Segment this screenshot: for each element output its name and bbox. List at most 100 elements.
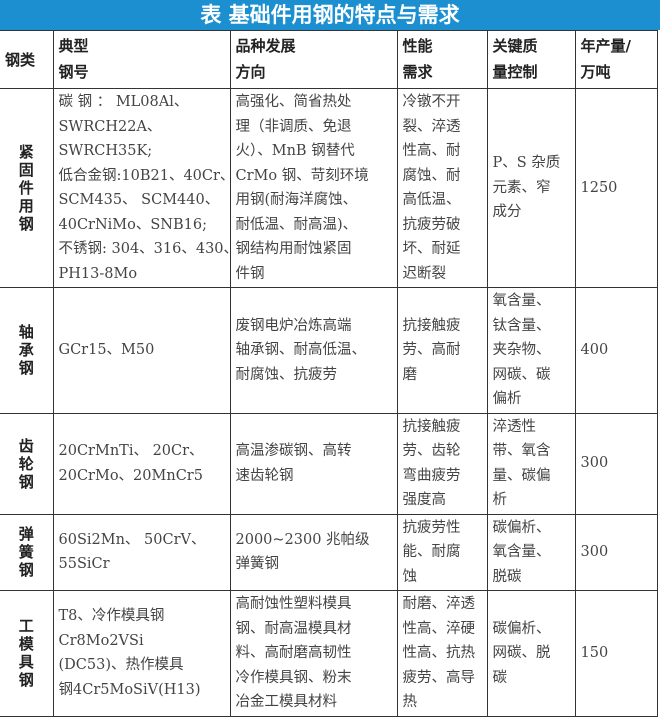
header-text: 需求 [402,63,433,81]
cell-line: 劳、齿轮 [402,443,461,459]
cell-line: 钢、耐高温模具材 [235,620,352,637]
cell-line: 抗疲劳破 [402,216,461,233]
category-cell: 弹簧钢 [0,513,54,591]
output-cell: 1250 [574,88,658,288]
cell-line: 60Si2Mn、 50CrV、 [58,531,206,548]
header-text: 年产量/ [580,37,631,55]
header-text: 品种发展 [235,37,296,55]
cell-line: 2000~2300 兆帕级 [235,531,370,548]
direction-cell: 2000~2300 兆帕级 弹簧钢 [229,513,398,591]
category-label: 工模具钢 [18,617,34,690]
table-row: 工模具钢 T8、冷作模具钢 Cr8Mo2VSi (DC53)、热作模具 钢4Cr5MoS… [0,590,658,717]
header-row: 钢类 典型 钢号 品种发展 方向 性能 需求 关键质 量控制 年产量/万吨 [0,30,658,89]
cell-line: 20CrMnTi、 20Cr、 [58,443,204,459]
cell-line: 迟断裂 [402,265,447,282]
quality-cell: 碳偏析、 网碳、脱碳 [486,590,576,717]
direction-cell: 高耐蚀性塑料模具 钢、耐高温模具材 料、高耐磨高韧性 冷作模具钢、粉末 冶金工模具材料 [229,590,398,717]
cell-line: 性高、抗热 [402,645,476,661]
cell-line: SWRCH22A、 [58,118,162,135]
cell-line: 性高、淬硬 [402,620,476,637]
cell-line: 性高、耐 [402,143,461,159]
cell-line: 能、耐腐 [402,544,461,560]
cell-line: 冷作模具钢、粉末 [235,669,352,686]
header-text: 万吨 [580,63,611,81]
cell-line: 冷镦不开 [402,94,461,110]
cell-line: 腐蚀、耐 [402,167,461,184]
header-text: 性能 [402,37,433,55]
cell-line: 料、高耐磨高韧性 [235,645,352,661]
cell-line: 网碳、碳 [492,366,551,383]
cell-line: 氧含量、 [492,293,551,309]
cell-line: SWRCH35K; [58,143,153,159]
cell-line: Cr8Mo2VSi [58,632,144,649]
cell-line: 低合金钢:10B21、40Cr、 [58,167,235,184]
category-label: 弹簧钢 [18,525,34,580]
cell-line: 裂、淬透 [402,118,461,135]
cell-line: 高耐蚀性塑料模具 [235,596,352,612]
performance-cell: 抗接触疲 劳、齿轮 弯曲疲劳 强度高 [396,412,488,515]
cell-line: 碳 钢 ： ML08Al、 [58,94,189,110]
cell-line: 理（非调质、免退 [235,118,352,135]
output-cell: 400 [574,287,658,414]
cell-line: 析 [492,492,508,508]
header-text: 方向 [235,63,266,81]
category-label: 紧固件用钢 [18,143,34,233]
cell-line: 网碳、脱 [492,645,551,661]
cell-line: 碳 [492,669,508,686]
performance-cell: 冷镦不开 裂、淬透 性高、耐 腐蚀、耐 高低温、 抗疲劳破 坏、耐延 迟断裂 [396,88,488,288]
cell-line: 偏析 [492,391,522,407]
cell-line: 抗接触疲 [402,418,461,435]
cell-line: GCr15、M50 [58,342,155,358]
category-cell: 紧固件用钢 [0,88,54,288]
cell-line: 耐磨、淬透 [402,596,476,612]
cell-line: SCM435、 SCM440、 [58,192,220,208]
header-text: 量控制 [492,63,538,81]
cell-line: 废钢电炉冶炼高端 [235,317,352,334]
category-label: 轴承钢 [18,323,34,378]
cell-line: 碳偏析、 [492,620,551,637]
header-performance-requirement: 性能 需求 [396,30,488,89]
cell-line: P、S 杂质 [492,155,561,172]
category-cell: 齿轮钢 [0,412,54,515]
table-row: 弹簧钢 60Si2Mn、 50CrV、 55SiCr 2000~2300 兆帕级 弹簧钢… [0,513,658,591]
cell-line: 成分 [492,204,522,221]
performance-cell: 抗接触疲 劳、高耐磨 [396,287,488,414]
direction-cell: 废钢电炉冶炼高端 轴承钢、耐高低温、 耐腐蚀、抗疲劳 [229,287,398,414]
cell-line: 件钢 [235,265,265,282]
cell-line: CrMo 钢、苛刻环境 [235,167,369,184]
category-label: 齿轮钢 [18,436,34,491]
cell-line: 钢结构用耐蚀紧固 [235,241,352,257]
cell-line: 高温渗碳钢、高转 [235,443,352,459]
table-row: 轴承钢 GCr15、M50 废钢电炉冶炼高端 轴承钢、耐高低温、 耐腐蚀、抗疲劳 抗接触疲… [0,287,658,414]
quality-cell: 淬透性 带、氧含 量、碳偏析 [486,412,576,515]
cell-line: 弹簧钢 [235,556,280,573]
cell-line: 氧含量、 [492,544,551,560]
cell-line: 抗接触疲 [402,317,461,334]
output-cell: 300 [574,513,658,591]
grades-cell: 60Si2Mn、 50CrV、 55SiCr [52,513,231,591]
cell-line: 钛含量、 [492,317,551,334]
cell-line: 淬透性 [492,418,537,435]
category-cell: 轴承钢 [0,287,54,414]
quality-cell: 碳偏析、 氧含量、 脱碳 [486,513,576,591]
output-cell: 150 [574,590,658,717]
cell-line: 带、氧含 [492,443,551,459]
cell-line: 速齿轮钢 [235,467,294,484]
cell-line: 耐低温、耐高温)、 [235,216,358,233]
cell-line: 强度高 [402,492,447,508]
grades-cell: 碳 钢 ： ML08Al、 SWRCH22A、 SWRCH35K; 低合金钢:10B2… [52,88,238,288]
cell-line: PH13-8Mo [58,265,138,282]
header-text: 钢类 [5,51,36,69]
direction-cell: 高强化、简省热处 理（非调质、免退 火）、MnB 钢替代 CrMo 钢、苛刻环境 用钢(… [229,88,398,288]
cell-line: 疲劳、高导 [402,669,476,686]
cell-line: 脱碳 [492,568,522,585]
cell-line: 蚀 [402,568,418,585]
cell-line: 轴承钢、耐高低温、 [235,342,367,358]
cell-line: 高强化、简省热处 [235,94,352,110]
grades-cell: 20CrMnTi、 20Cr、 20CrMo、20MnCr5 [52,412,231,515]
header-typical-grade: 典型 钢号 [52,30,231,89]
cell-line: 20CrMo、20MnCr5 [58,467,203,484]
cell-line: 高低温、 [402,192,461,208]
header-text: 钢号 [58,63,89,81]
performance-cell: 耐磨、淬透 性高、淬硬 性高、抗热 疲劳、高导热 [396,590,488,717]
